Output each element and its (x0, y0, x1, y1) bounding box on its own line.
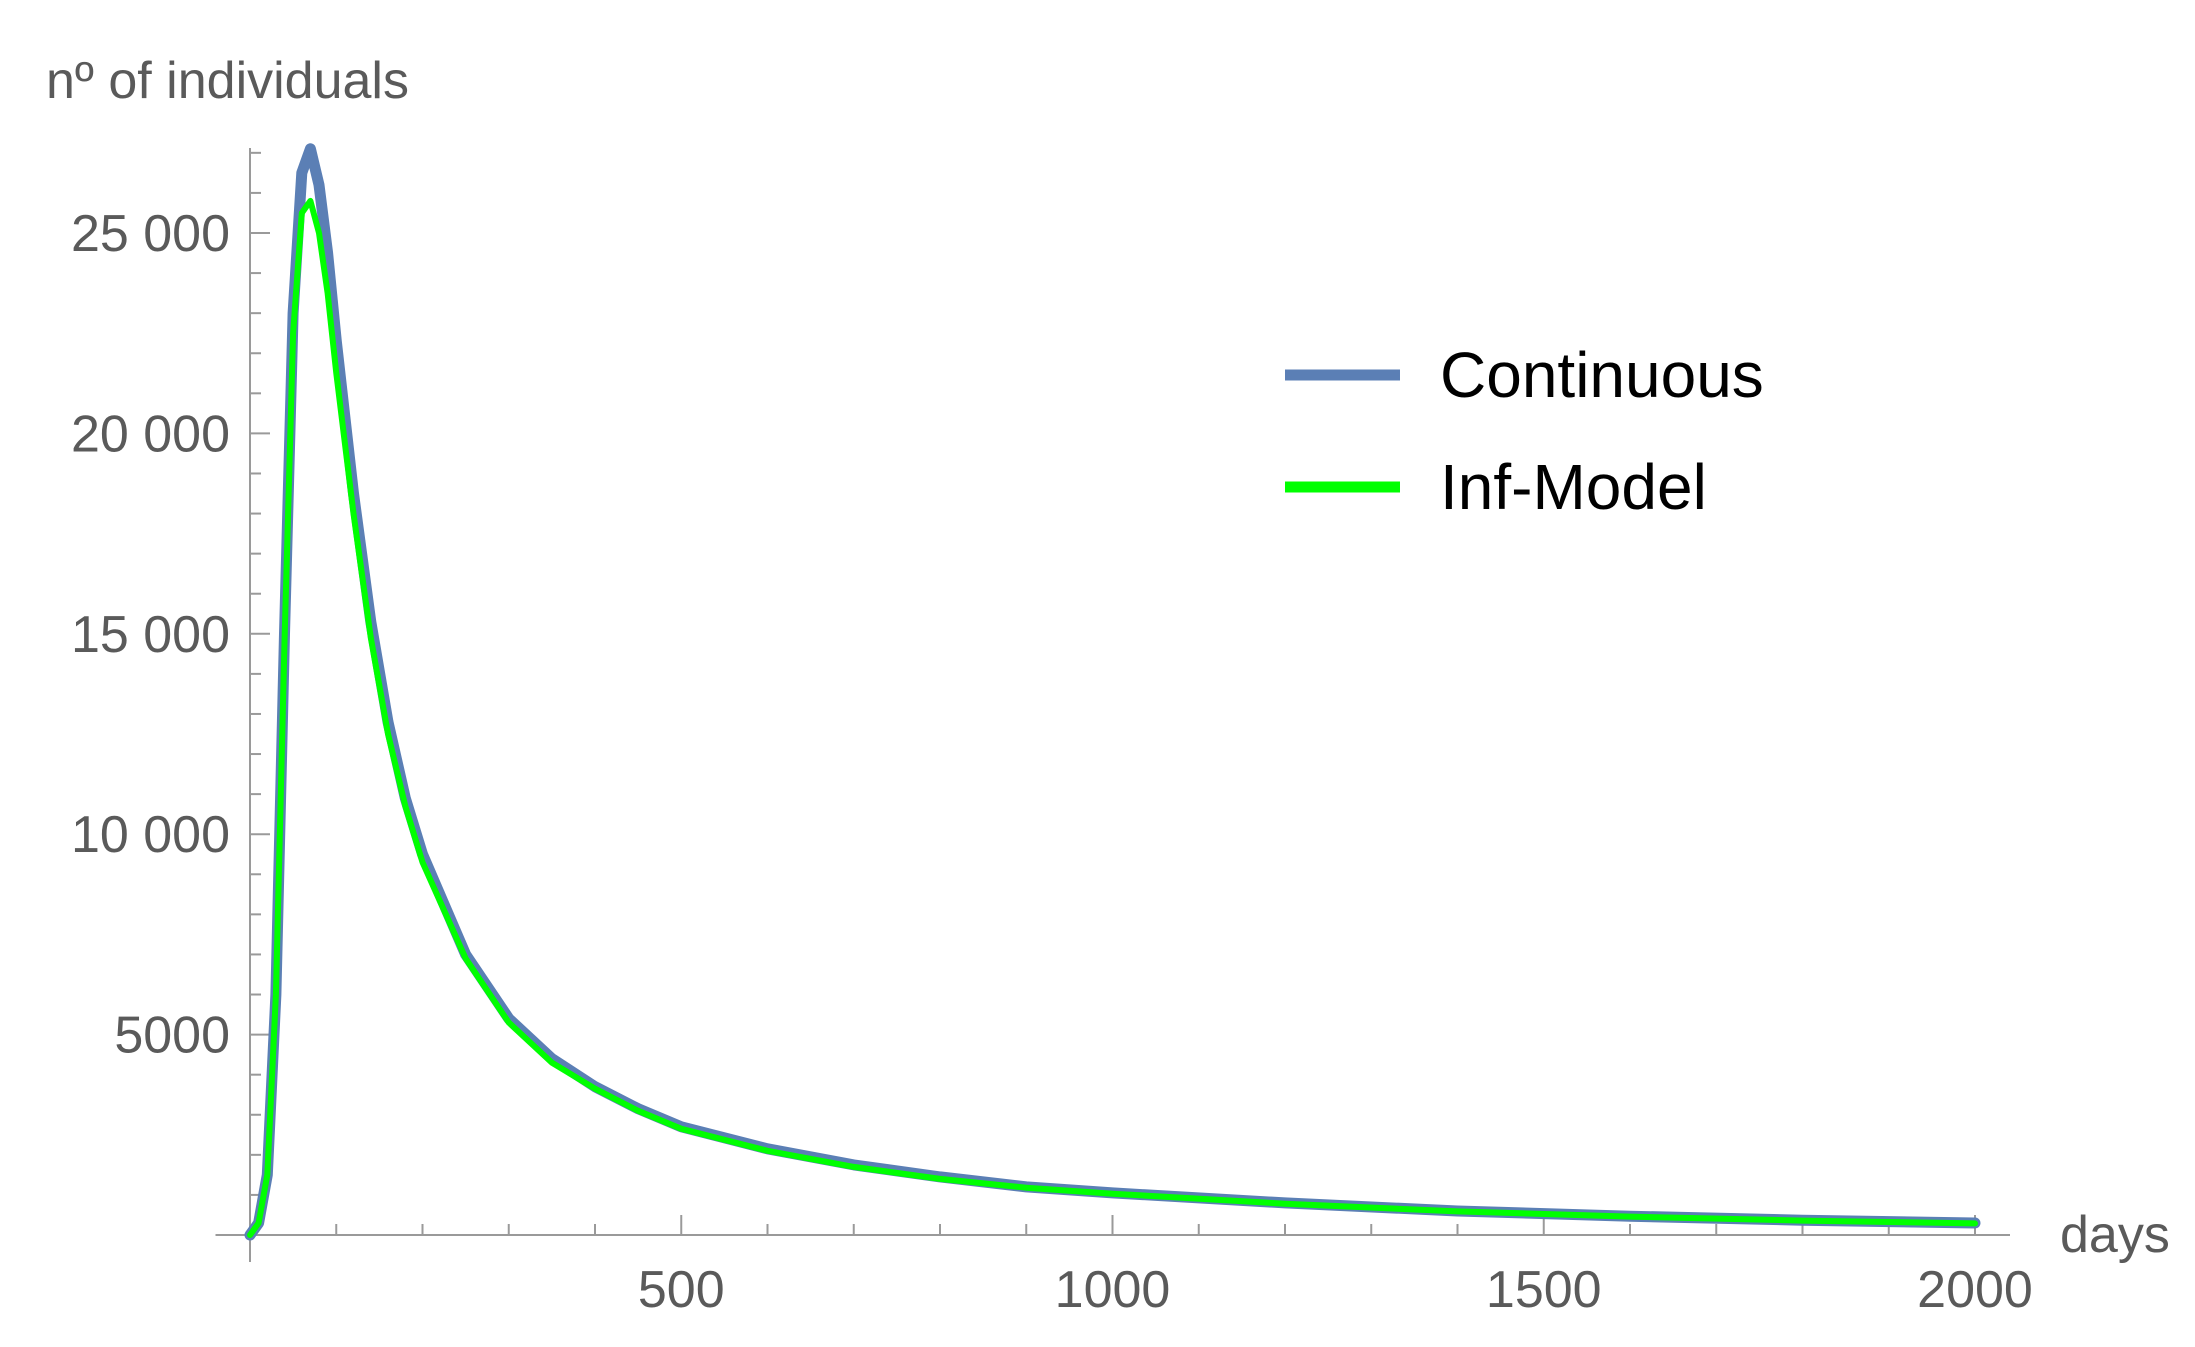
series-line-continuous (244, 143, 1981, 1241)
legend-label: Continuous (1440, 339, 1764, 411)
x-tick-label: 1000 (1055, 1261, 1171, 1319)
series-line-inf-model (247, 197, 1978, 1238)
y-tick-label: 15 000 (71, 606, 230, 664)
legend-label: Inf-Model (1440, 451, 1707, 523)
y-tick-label: 20 000 (71, 405, 230, 463)
y-tick-label: 10 000 (71, 806, 230, 864)
ticks: 500 1000 1500 2000 5000 10 000 15 000 20 000 25 … (71, 151, 2033, 1319)
x-tick-label: 1500 (1486, 1261, 1602, 1319)
y-tick-label: 5000 (114, 1007, 230, 1065)
x-tick-label: 2000 (1917, 1261, 2033, 1319)
x-axis-label: days (2060, 1206, 2170, 1264)
series-layer (244, 143, 1981, 1241)
y-axis-label: nº of individuals (46, 52, 409, 110)
y-tick-label: 25 000 (71, 205, 230, 263)
legend: Continuous Inf-Model (1285, 339, 1764, 523)
x-tick-label: 500 (638, 1261, 725, 1319)
axes (215, 148, 2010, 1262)
